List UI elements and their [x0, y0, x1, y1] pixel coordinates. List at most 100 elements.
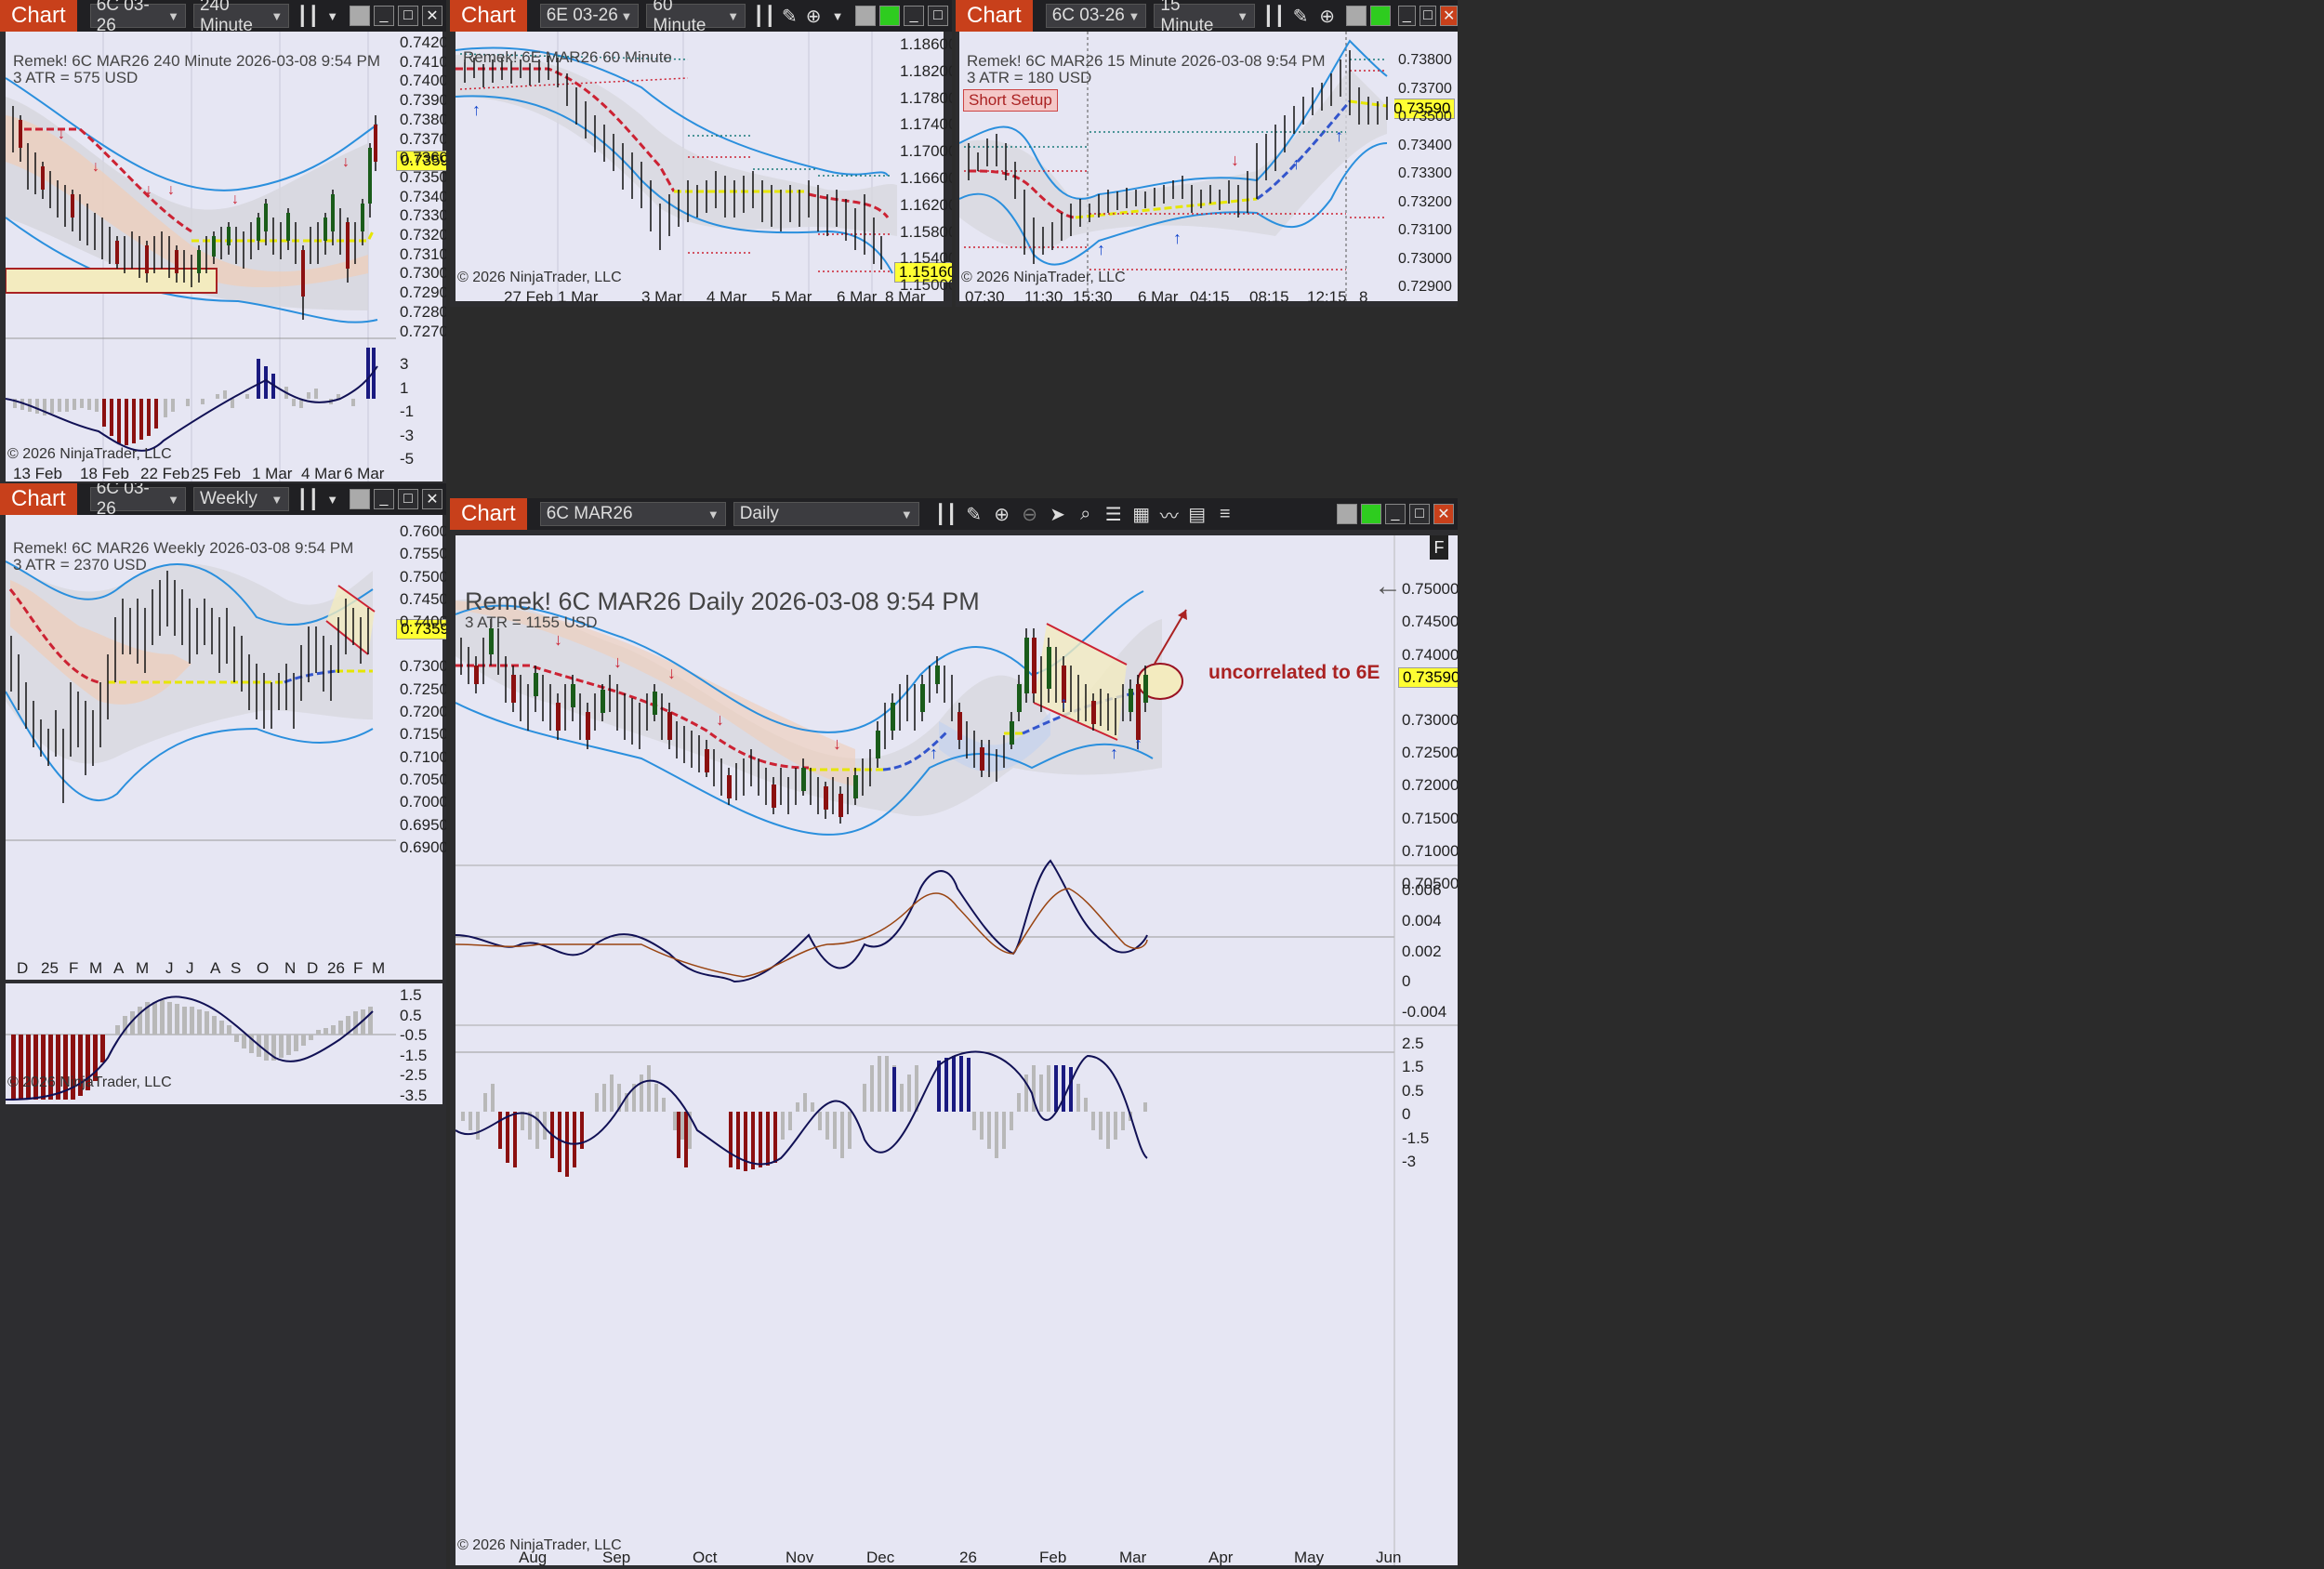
chart-tab[interactable]: Chart [450, 0, 527, 32]
properties-icon[interactable]: ☰ [1104, 504, 1122, 525]
chart-tab[interactable]: Chart [956, 0, 1033, 32]
x-tick: 6 Mar [1138, 288, 1179, 306]
bar-style-icon[interactable]: ┃┃ [753, 6, 776, 27]
minimize-button[interactable]: _ [904, 6, 925, 26]
link-color-green-button[interactable] [1361, 504, 1381, 524]
price-panel[interactable]: ↓ ↓ ↓ ↓ ↓ ↑ ↑ ↑ ↑ Remek! 6C MAR26 Daily 2026-03… [456, 535, 1458, 1566]
link-color-gray-button[interactable] [350, 6, 370, 26]
pencil-icon[interactable]: ✎ [1292, 6, 1309, 27]
back-arrow-icon[interactable]: ← [1374, 571, 1402, 601]
price-panel[interactable]: ↑ ↑ ↑ ↑ ↓ Remek! 6C MAR26 15 Minute 2026-03… [959, 32, 1394, 301]
price-axis-panel[interactable]: 0.73590 0.73800 0.73700 0.73500 0.73400 0.73… [1394, 32, 1458, 301]
x-tick: F [353, 959, 363, 977]
svg-text:↑: ↑ [1335, 126, 1343, 145]
maximize-button[interactable]: □ [928, 6, 949, 26]
interval-selector[interactable]: Daily ▼ [733, 502, 919, 526]
chevron-down-icon[interactable]: ▼ [831, 8, 844, 23]
link-color-green-button[interactable] [879, 6, 901, 26]
x-tick: F [69, 959, 79, 977]
chart-canvas: ↓ ↓ ↓ ↓ ↓ ↓ [6, 32, 396, 481]
price-axis[interactable]: 0.742000.741000.740000.739000.738000.737… [400, 33, 446, 340]
instrument-label: 6C 03-26 [96, 483, 150, 519]
minimize-button[interactable]: _ [374, 6, 394, 26]
maximize-button[interactable]: □ [1419, 6, 1437, 26]
price-axis[interactable]: 1.18600 1.18200 1.17800 1.17400 1.17000 1.166… [900, 35, 952, 295]
instrument-selector[interactable]: 6C 03-26 ▼ [1045, 4, 1147, 28]
price-panel[interactable]: ↓ ↓ ↓ ↓ ↓ ↓ Remek! 6C MAR26 240 Minute 2026-0… [6, 32, 446, 482]
annotation-text[interactable]: uncorrelated to 6E [1208, 662, 1380, 683]
maximize-button[interactable]: □ [1409, 504, 1430, 524]
chevron-down-icon: ▼ [620, 8, 633, 23]
interval-selector[interactable]: 240 Minute ▼ [192, 0, 290, 35]
close-button[interactable]: ✕ [422, 6, 442, 26]
interval-selector[interactable]: 60 Minute ▼ [646, 0, 746, 35]
interval-selector[interactable]: Weekly ▼ [192, 487, 290, 511]
link-color-gray-button[interactable] [350, 489, 370, 509]
macd-axis[interactable]: 0.006 0.004 0.002 0 -0.004 [1402, 881, 1447, 1022]
bar-style-icon[interactable]: ┃┃ [297, 489, 320, 510]
f-toggle-button[interactable]: F [1430, 535, 1448, 560]
close-button[interactable]: ✕ [422, 489, 442, 509]
minimize-button[interactable]: _ [374, 489, 394, 509]
minimize-button[interactable]: _ [1385, 504, 1406, 524]
x-tick: 13 Feb [13, 465, 62, 482]
link-color-gray-button[interactable] [1337, 504, 1357, 524]
chart-toolbar: Chart 6C 03-26 ▼ 15 Minute ▼ ┃┃ ✎ ⊕ [956, 0, 1394, 35]
bar-style-icon[interactable]: ┃┃ [297, 6, 320, 27]
pencil-icon[interactable]: ✎ [966, 504, 983, 525]
x-tick: 08:15 [1249, 288, 1289, 306]
instrument-selector[interactable]: 6C 03-26 ▼ [89, 483, 186, 519]
chevron-down-icon[interactable]: ▼ [326, 492, 339, 507]
oscillator-axis[interactable]: 1.5 0.5 -0.5 -1.5 -2.5 -3.5 [400, 986, 428, 1104]
bar-style-icon[interactable]: ┃┃ [1262, 6, 1286, 27]
price-panel[interactable]: ↑ Remek! 6E MAR26 60 Minute © 2026 Ninja… [456, 32, 952, 301]
data-box-icon[interactable]: ⌕ [1080, 503, 1091, 524]
x-tick: Oct [693, 1549, 718, 1566]
x-tick: N [284, 959, 297, 977]
instrument-selector[interactable]: 6C 03-26 ▼ [89, 0, 186, 35]
templates-icon[interactable]: ▤ [1188, 504, 1207, 525]
svg-text:↑: ↑ [930, 744, 938, 762]
chevron-down-icon: ▼ [167, 8, 179, 23]
close-button[interactable]: ✕ [1440, 6, 1458, 26]
svg-text:↓: ↓ [231, 191, 239, 207]
bar-style-icon[interactable]: ┃┃ [934, 504, 957, 525]
instrument-label: 6C 03-26 [1051, 6, 1125, 25]
price-axis[interactable]: 0.73800 0.73700 0.73500 0.73400 0.73300 0.732… [1398, 52, 1452, 295]
close-button[interactable]: ✕ [1433, 504, 1454, 524]
chart-tab[interactable]: Chart [0, 483, 77, 515]
price-panel[interactable]: Remek! 6C MAR26 Weekly 2026-03-08 9:54 P… [6, 515, 446, 980]
svg-text:↓: ↓ [614, 653, 622, 671]
maximize-button[interactable]: □ [398, 6, 418, 26]
chart-header: Remek! 6C MAR26 15 Minute 2026-03-08 9:5… [967, 52, 1326, 70]
instrument-selector[interactable]: 6E 03-26 ▼ [539, 4, 640, 28]
price-axis[interactable]: 0.75000 0.74500 0.74000 0.73000 0.72500 0.720… [1402, 580, 1458, 893]
minimize-button[interactable]: _ [1398, 6, 1416, 26]
instrument-selector[interactable]: 6C MAR26 ▼ [539, 502, 726, 526]
zoom-in-icon[interactable]: ⊕ [805, 6, 822, 27]
zoom-in-icon[interactable]: ⊕ [1319, 6, 1336, 27]
pointer-icon[interactable]: ➤ [1050, 504, 1066, 525]
oscillator-panel[interactable]: 1.5 0.5 -0.5 -1.5 -2.5 -3.5 © 2026 NinjaTrade… [6, 983, 442, 1104]
oscillator-axis[interactable]: 3 1 -1 -3 -5 [400, 355, 415, 468]
chart-tab[interactable]: Chart [450, 498, 527, 530]
copyright: © 2026 NinjaTrader, LLC [7, 1075, 172, 1090]
interval-selector[interactable]: 15 Minute ▼ [1154, 0, 1256, 35]
x-tick: O [257, 959, 270, 977]
oscillator-axis[interactable]: 2.5 1.5 0.5 0 -1.5 -3 [1402, 1035, 1430, 1171]
link-color-green-button[interactable] [1370, 6, 1391, 26]
link-color-gray-button[interactable] [855, 6, 877, 26]
maximize-button[interactable]: □ [398, 489, 418, 509]
chevron-down-icon[interactable]: ▼ [326, 8, 339, 23]
indicators-icon[interactable]: 〰 [1159, 506, 1179, 527]
link-color-gray-button[interactable] [1346, 6, 1367, 26]
chart-tab[interactable]: Chart [0, 0, 77, 32]
pencil-icon[interactable]: ✎ [781, 6, 798, 27]
zoom-out-icon[interactable]: ⊖ [1022, 504, 1038, 525]
atr-label: 3 ATR = 575 USD [13, 69, 139, 86]
x-tick: Mar [1119, 1549, 1147, 1566]
price-axis[interactable]: 0.760000.755000.750000.745000.740000.730… [400, 522, 446, 856]
list-icon[interactable]: ≡ [1219, 503, 1231, 524]
strategies-icon[interactable]: ▦ [1132, 504, 1151, 525]
zoom-in-icon[interactable]: ⊕ [994, 504, 1010, 525]
